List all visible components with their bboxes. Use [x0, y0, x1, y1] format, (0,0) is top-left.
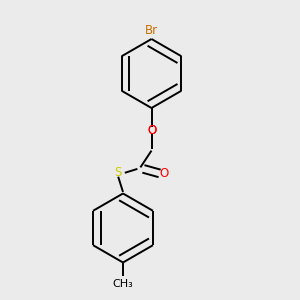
Text: CH₃: CH₃: [112, 279, 134, 289]
Text: O: O: [159, 167, 168, 180]
Text: O: O: [147, 124, 156, 137]
Text: O: O: [147, 124, 156, 137]
Text: S: S: [115, 166, 122, 179]
Text: Br: Br: [145, 25, 158, 38]
